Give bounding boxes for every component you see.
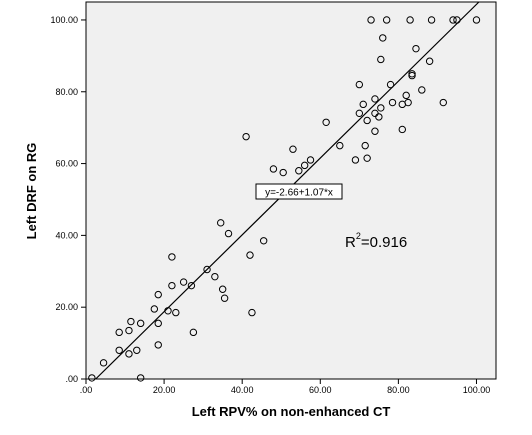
y-tick-label: 80.00 (55, 87, 78, 97)
data-point (322, 118, 330, 126)
data-point (99, 359, 108, 367)
data-point (427, 16, 436, 24)
y-tick-label: 20.00 (55, 302, 78, 312)
data-point (406, 16, 414, 24)
x-tick-label: 100.00 (463, 385, 491, 395)
data-point (172, 308, 180, 317)
data-point (377, 104, 385, 112)
data-point (355, 80, 364, 89)
data-point (351, 156, 360, 164)
r-squared-value: =0.916 (361, 234, 407, 251)
y-tick-label: 100.00 (50, 15, 78, 25)
data-point (136, 374, 145, 382)
data-point (388, 98, 397, 107)
data-point (246, 251, 254, 259)
x-tick-label: 40.00 (231, 385, 254, 395)
x-tick-label: 80.00 (387, 385, 410, 395)
data-point (187, 281, 196, 290)
data-point (402, 91, 410, 100)
r-squared-base: R (345, 234, 356, 251)
y-axis-ticks: .00 20.00 40.00 60.00 80.00 100.00 (50, 15, 86, 384)
data-point (371, 95, 379, 103)
data-point (363, 116, 371, 125)
x-tick-label: 60.00 (309, 385, 332, 395)
data-point (355, 109, 364, 118)
data-point (306, 156, 315, 164)
data-point (363, 154, 371, 162)
data-point (375, 113, 383, 121)
data-point (300, 161, 309, 170)
data-point (133, 346, 141, 354)
data-point (88, 374, 96, 382)
x-tick-label: 20.00 (153, 385, 176, 395)
data-point (217, 219, 225, 227)
data-point (269, 165, 278, 173)
data-point (242, 132, 250, 141)
data-point (453, 16, 461, 24)
data-point (377, 55, 385, 64)
y-tick-label: 60.00 (55, 159, 78, 169)
y-tick-label: 40.00 (55, 230, 78, 240)
data-point (154, 290, 162, 299)
data-points (88, 16, 481, 382)
data-point (404, 98, 412, 107)
data-point (367, 16, 375, 24)
data-point (361, 141, 369, 150)
data-point (259, 237, 268, 245)
fit-equation-label: y=-2.66+1.07*x (265, 188, 333, 199)
fit-equation-box: y=-2.66+1.07*x (255, 183, 343, 200)
data-point (439, 98, 447, 107)
data-point (289, 145, 297, 153)
data-point (379, 34, 387, 42)
data-point (472, 16, 481, 24)
x-axis-ticks: .00 20.00 40.00 60.00 80.00 100.00 (80, 379, 490, 395)
data-point (164, 307, 172, 315)
data-point (179, 278, 188, 286)
data-point (295, 167, 303, 175)
data-point (224, 229, 233, 238)
data-point (150, 305, 159, 313)
data-point (125, 350, 133, 358)
data-point (115, 346, 123, 354)
y-axis-label: Left DRF on RG (24, 143, 39, 240)
data-point (336, 141, 344, 150)
r-squared-sup: 2 (356, 231, 361, 241)
x-axis-label: Left RPV% on non-enhanced CT (192, 404, 391, 419)
x-tick-label: .00 (80, 385, 93, 395)
data-point (218, 285, 227, 293)
data-point (382, 16, 391, 24)
data-point (136, 319, 145, 328)
r-squared-label: R2=0.916 (345, 231, 407, 251)
data-point (154, 319, 162, 328)
data-point (425, 57, 434, 65)
data-point (398, 125, 406, 134)
data-point (371, 127, 379, 135)
data-point (418, 86, 426, 94)
data-point (279, 168, 287, 177)
data-point (449, 16, 457, 24)
data-point (154, 341, 162, 349)
data-point (127, 317, 135, 326)
data-point (386, 80, 395, 89)
data-point (168, 281, 176, 290)
data-point (115, 328, 123, 337)
data-point (211, 272, 219, 281)
y-tick-label: .00 (65, 374, 78, 384)
data-point (203, 265, 211, 274)
data-point (248, 308, 256, 317)
data-point (168, 253, 176, 261)
data-point (408, 70, 416, 78)
data-point (412, 44, 420, 53)
data-point (189, 328, 198, 337)
data-point (125, 326, 133, 335)
data-point (220, 294, 229, 302)
data-point (359, 100, 367, 109)
